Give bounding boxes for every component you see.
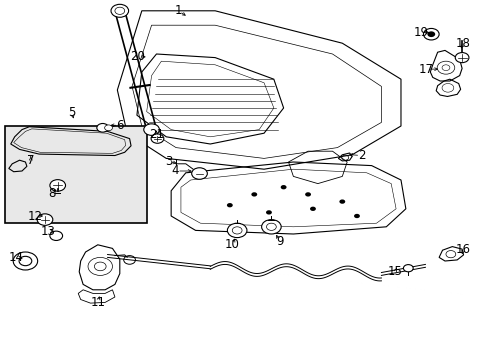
Circle shape	[111, 4, 128, 17]
Circle shape	[454, 53, 468, 63]
Text: 4: 4	[171, 165, 179, 177]
Text: 17: 17	[418, 63, 433, 76]
Circle shape	[403, 265, 412, 272]
Text: 20: 20	[130, 50, 145, 63]
Circle shape	[280, 185, 286, 189]
Circle shape	[427, 31, 434, 37]
Circle shape	[261, 220, 281, 234]
Text: 21: 21	[149, 129, 163, 141]
Text: 9: 9	[275, 235, 283, 248]
Circle shape	[265, 210, 271, 215]
Circle shape	[104, 125, 112, 131]
Circle shape	[143, 124, 159, 135]
Text: 6: 6	[116, 119, 123, 132]
Circle shape	[266, 223, 276, 230]
Text: 18: 18	[455, 37, 470, 50]
Circle shape	[50, 180, 65, 191]
Circle shape	[50, 231, 62, 240]
Circle shape	[191, 168, 207, 179]
Circle shape	[232, 227, 242, 234]
Text: 10: 10	[224, 238, 239, 251]
Circle shape	[227, 223, 246, 238]
Text: 1: 1	[174, 4, 182, 17]
Circle shape	[309, 207, 315, 211]
Circle shape	[305, 192, 310, 197]
Circle shape	[19, 256, 32, 266]
Text: 19: 19	[413, 26, 428, 39]
Circle shape	[226, 203, 232, 207]
Text: 5: 5	[68, 106, 76, 119]
Circle shape	[353, 214, 359, 218]
Circle shape	[339, 199, 345, 204]
Text: 14: 14	[9, 251, 23, 264]
Circle shape	[97, 123, 108, 132]
Circle shape	[13, 252, 38, 270]
Text: 16: 16	[455, 243, 470, 256]
Circle shape	[151, 134, 163, 143]
Text: 13: 13	[41, 225, 55, 238]
Circle shape	[423, 28, 438, 40]
Circle shape	[251, 192, 257, 197]
Text: 3: 3	[164, 155, 172, 168]
Text: 11: 11	[90, 296, 105, 309]
Text: 7: 7	[27, 154, 35, 167]
Text: 2: 2	[357, 149, 365, 162]
Text: 8: 8	[48, 187, 56, 200]
Circle shape	[37, 214, 53, 225]
Bar	[5, 126, 146, 223]
Circle shape	[115, 7, 124, 14]
Text: 15: 15	[387, 265, 402, 278]
Text: 12: 12	[28, 210, 42, 222]
